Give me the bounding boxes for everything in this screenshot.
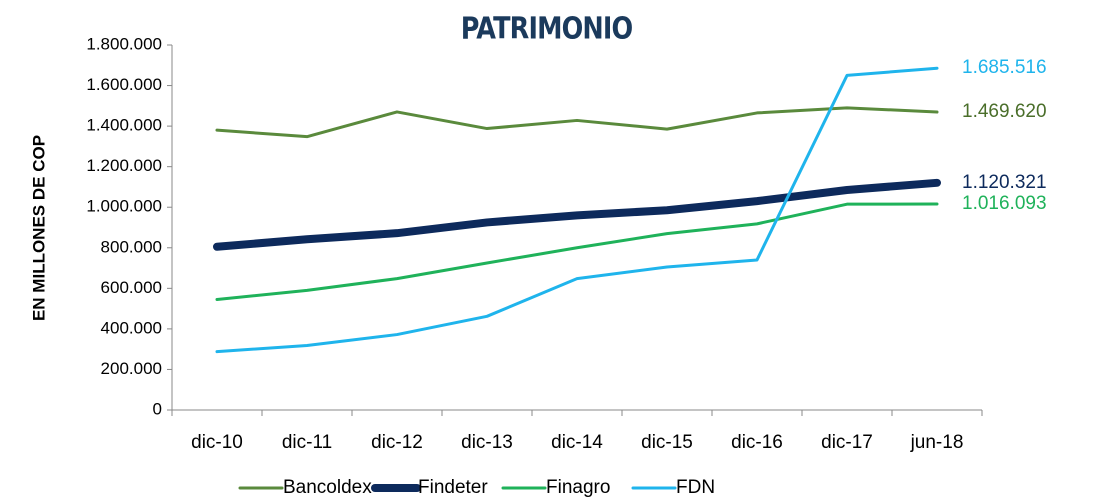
series-line — [213, 178, 941, 251]
series-line — [215, 66, 939, 354]
legend-label: Findeter — [418, 477, 488, 498]
data-label: 1.685.516 — [962, 57, 1047, 78]
y-axis-label: EN MILLONES DE COP — [29, 135, 48, 321]
series-line — [215, 106, 939, 139]
legend-label: Finagro — [546, 477, 610, 498]
x-tick-label: dic-11 — [282, 432, 332, 453]
legend-label: FDN — [676, 477, 715, 498]
x-tick-label: jun-18 — [910, 432, 964, 453]
data-label: 1.120.321 — [962, 172, 1047, 193]
series-line — [215, 202, 939, 301]
x-tick-label: dic-13 — [461, 432, 513, 453]
y-tick-label: 0 — [153, 399, 162, 418]
y-tick-label: 1.400.000 — [86, 116, 162, 135]
y-tick-label: 1.600.000 — [86, 75, 162, 94]
y-tick-label: 400.000 — [101, 318, 162, 337]
x-tick-label: dic-14 — [551, 432, 603, 453]
x-tick-label: dic-10 — [191, 432, 243, 453]
data-label: 1.469.620 — [962, 101, 1047, 122]
x-tick-label: dic-15 — [641, 432, 693, 453]
data-label: 1.016.093 — [962, 193, 1047, 214]
y-tick-label: 200.000 — [101, 359, 162, 378]
y-tick-label: 1.200.000 — [86, 156, 162, 175]
x-tick-label: dic-12 — [371, 432, 423, 453]
x-tick-label: dic-17 — [821, 432, 873, 453]
y-tick-label: 1.000.000 — [86, 197, 162, 216]
y-tick-label: 600.000 — [101, 278, 162, 297]
chart-title: PATRIMONIO — [461, 11, 633, 47]
x-tick-label: dic-16 — [731, 432, 783, 453]
y-tick-label: 800.000 — [101, 237, 162, 256]
legend-label: Bancoldex — [283, 477, 372, 498]
y-tick-label: 1.800.000 — [86, 34, 162, 53]
